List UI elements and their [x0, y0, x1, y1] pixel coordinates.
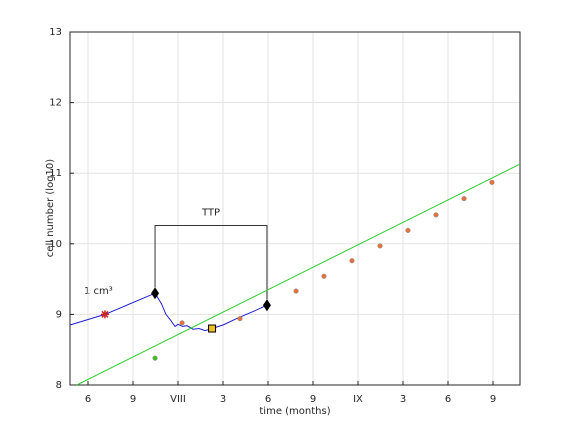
- y-tick-label: 8: [56, 380, 62, 391]
- marker: [151, 287, 160, 300]
- y-tick-label: 10: [49, 239, 62, 250]
- x-tick-label: 9: [310, 394, 316, 405]
- y-axis-label: cell number (log10): [45, 159, 56, 257]
- marker: [433, 212, 439, 218]
- x-tick-label: 9: [490, 394, 496, 405]
- ttp-bracket: [154, 224, 268, 300]
- y-tick-label: 11: [49, 168, 62, 179]
- series-line: [76, 163, 521, 386]
- marker: [152, 355, 158, 361]
- y-tick-label: 13: [49, 27, 62, 38]
- marker: [100, 310, 109, 319]
- x-tick-label: VIII: [170, 394, 186, 405]
- x-tick-label: 6: [445, 394, 451, 405]
- annotation: 1 cm³: [84, 286, 113, 297]
- marker: [237, 316, 243, 322]
- bracket-label: TTP: [201, 207, 220, 218]
- marker: [321, 273, 327, 279]
- x-tick-label: 6: [265, 394, 271, 405]
- series-line: [69, 292, 268, 332]
- marker: [262, 299, 271, 312]
- plot-frame: [69, 31, 521, 386]
- marker: [208, 324, 217, 333]
- x-tick-label: 3: [400, 394, 406, 405]
- x-tick-label: IX: [353, 394, 363, 405]
- x-axis-label: time (months): [259, 406, 330, 417]
- marker: [293, 288, 299, 294]
- marker: [489, 179, 495, 185]
- marker: [405, 227, 411, 233]
- marker: [377, 243, 383, 249]
- x-tick-label: 6: [85, 394, 91, 405]
- y-tick-label: 12: [49, 98, 62, 109]
- x-tick-label: 3: [220, 394, 226, 405]
- marker: [349, 258, 355, 264]
- y-tick-label: 9: [56, 309, 62, 320]
- x-tick-label: 9: [130, 394, 136, 405]
- marker: [461, 196, 467, 202]
- marker: [179, 320, 185, 326]
